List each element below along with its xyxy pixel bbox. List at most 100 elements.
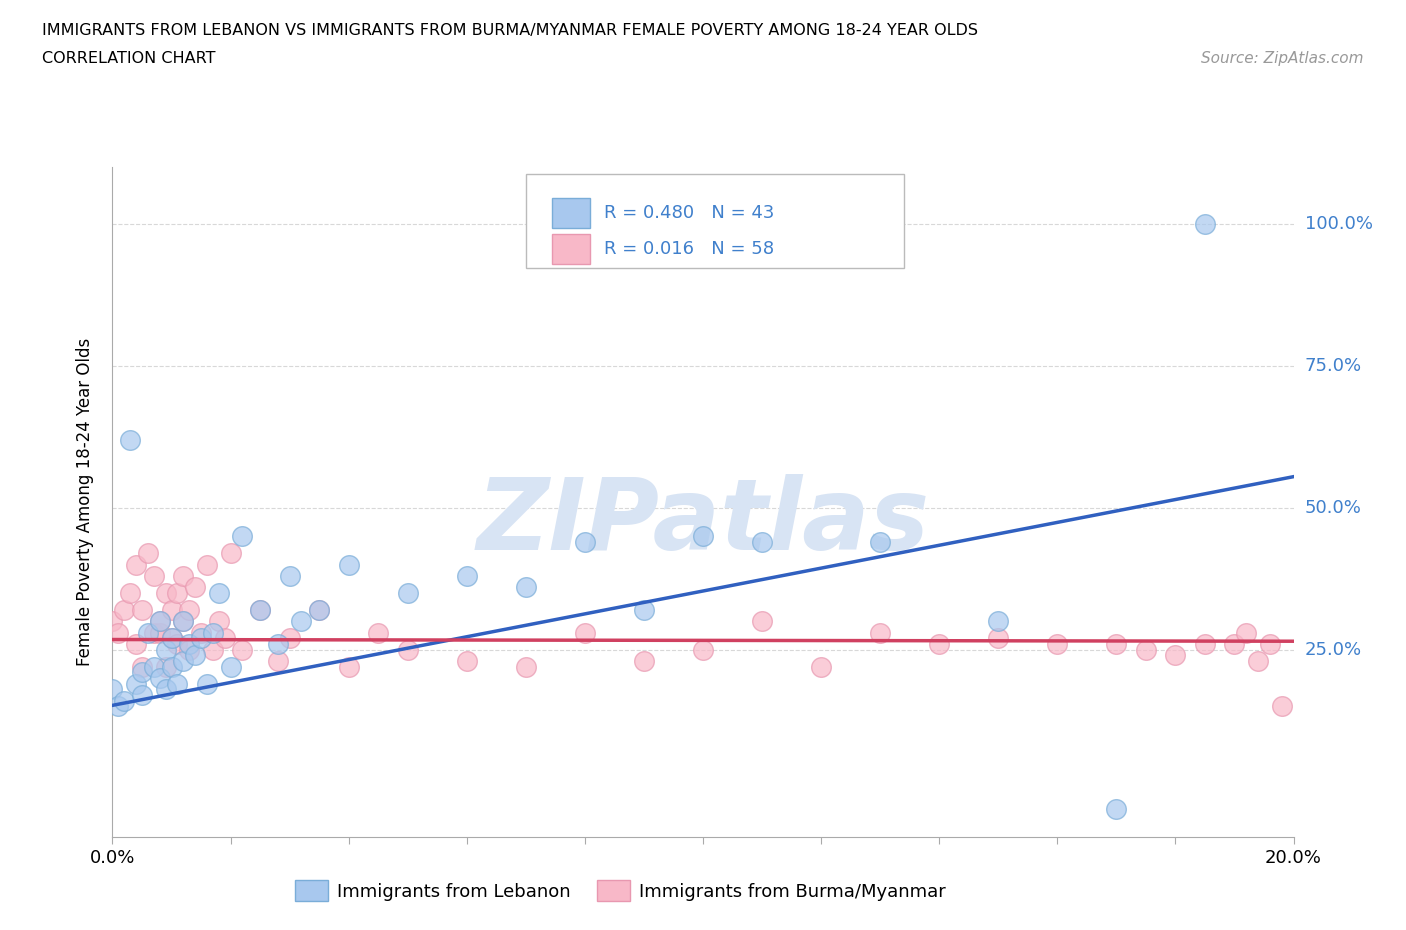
Y-axis label: Female Poverty Among 18-24 Year Olds: Female Poverty Among 18-24 Year Olds <box>76 339 94 666</box>
Point <box>125 676 148 691</box>
Point <box>112 694 135 709</box>
Point <box>633 654 655 669</box>
Text: Source: ZipAtlas.com: Source: ZipAtlas.com <box>1201 51 1364 66</box>
Point <box>1105 801 1128 816</box>
Text: 100.0%: 100.0% <box>1305 215 1372 233</box>
Point <box>166 676 188 691</box>
Point <box>574 625 596 640</box>
Point <box>131 687 153 702</box>
Point <box>201 643 224 658</box>
Point <box>1194 637 1216 652</box>
Point <box>692 529 714 544</box>
Point <box>692 643 714 658</box>
Point <box>308 603 330 618</box>
Legend: Immigrants from Lebanon, Immigrants from Burma/Myanmar: Immigrants from Lebanon, Immigrants from… <box>288 873 953 909</box>
Point <box>1105 637 1128 652</box>
Text: 25.0%: 25.0% <box>1305 641 1362 658</box>
Point <box>160 631 183 645</box>
Point <box>869 535 891 550</box>
Point <box>160 631 183 645</box>
Point <box>201 625 224 640</box>
Point <box>172 568 194 583</box>
Point <box>166 586 188 601</box>
Point <box>267 637 290 652</box>
FancyBboxPatch shape <box>526 174 904 268</box>
Point <box>131 665 153 680</box>
Point <box>214 631 236 645</box>
Point <box>1234 625 1257 640</box>
Point <box>131 603 153 618</box>
Point <box>278 631 301 645</box>
Point <box>195 676 218 691</box>
Point <box>1135 643 1157 658</box>
Point <box>107 699 129 714</box>
Point <box>125 557 148 572</box>
Bar <box>551 198 589 228</box>
Point <box>179 643 201 658</box>
Point <box>142 659 165 674</box>
Point <box>125 637 148 652</box>
Point <box>142 568 165 583</box>
Point <box>208 614 231 629</box>
Point <box>267 654 290 669</box>
Point <box>142 625 165 640</box>
Point <box>219 546 242 561</box>
Point <box>101 682 124 697</box>
Point <box>136 546 159 561</box>
Point <box>131 659 153 674</box>
Point <box>179 637 201 652</box>
Point <box>751 535 773 550</box>
Point <box>515 659 537 674</box>
Point <box>155 659 177 674</box>
Point <box>337 557 360 572</box>
Point <box>136 625 159 640</box>
Point <box>172 614 194 629</box>
Point <box>107 625 129 640</box>
Point <box>120 432 142 447</box>
Point <box>928 637 950 652</box>
Text: 50.0%: 50.0% <box>1305 498 1361 517</box>
Point <box>1223 637 1246 652</box>
Bar <box>551 234 589 264</box>
Point <box>172 614 194 629</box>
Point <box>112 603 135 618</box>
Point <box>337 659 360 674</box>
Point <box>456 654 478 669</box>
Point <box>184 580 207 595</box>
Point <box>208 586 231 601</box>
Point <box>195 557 218 572</box>
Point <box>1271 699 1294 714</box>
Point <box>231 529 253 544</box>
Point <box>751 614 773 629</box>
Point <box>120 586 142 601</box>
Point <box>166 637 188 652</box>
Text: IMMIGRANTS FROM LEBANON VS IMMIGRANTS FROM BURMA/MYANMAR FEMALE POVERTY AMONG 18: IMMIGRANTS FROM LEBANON VS IMMIGRANTS FR… <box>42 23 979 38</box>
Point <box>278 568 301 583</box>
Point <box>249 603 271 618</box>
Point <box>290 614 312 629</box>
Point <box>179 603 201 618</box>
Point <box>149 625 172 640</box>
Point <box>308 603 330 618</box>
Point <box>1247 654 1270 669</box>
Text: ZIPatlas: ZIPatlas <box>477 473 929 571</box>
Point <box>1164 648 1187 663</box>
Point <box>190 625 212 640</box>
Point <box>633 603 655 618</box>
Text: CORRELATION CHART: CORRELATION CHART <box>42 51 215 66</box>
Point <box>149 671 172 685</box>
Point <box>149 614 172 629</box>
Point <box>155 586 177 601</box>
Point <box>160 603 183 618</box>
Text: R = 0.480   N = 43: R = 0.480 N = 43 <box>603 204 775 222</box>
Point <box>574 535 596 550</box>
Point <box>149 614 172 629</box>
Point <box>367 625 389 640</box>
Point <box>987 614 1010 629</box>
Point <box>396 643 419 658</box>
Text: 75.0%: 75.0% <box>1305 357 1362 375</box>
Point <box>396 586 419 601</box>
Point <box>515 580 537 595</box>
Point <box>1258 637 1281 652</box>
Point <box>160 659 183 674</box>
